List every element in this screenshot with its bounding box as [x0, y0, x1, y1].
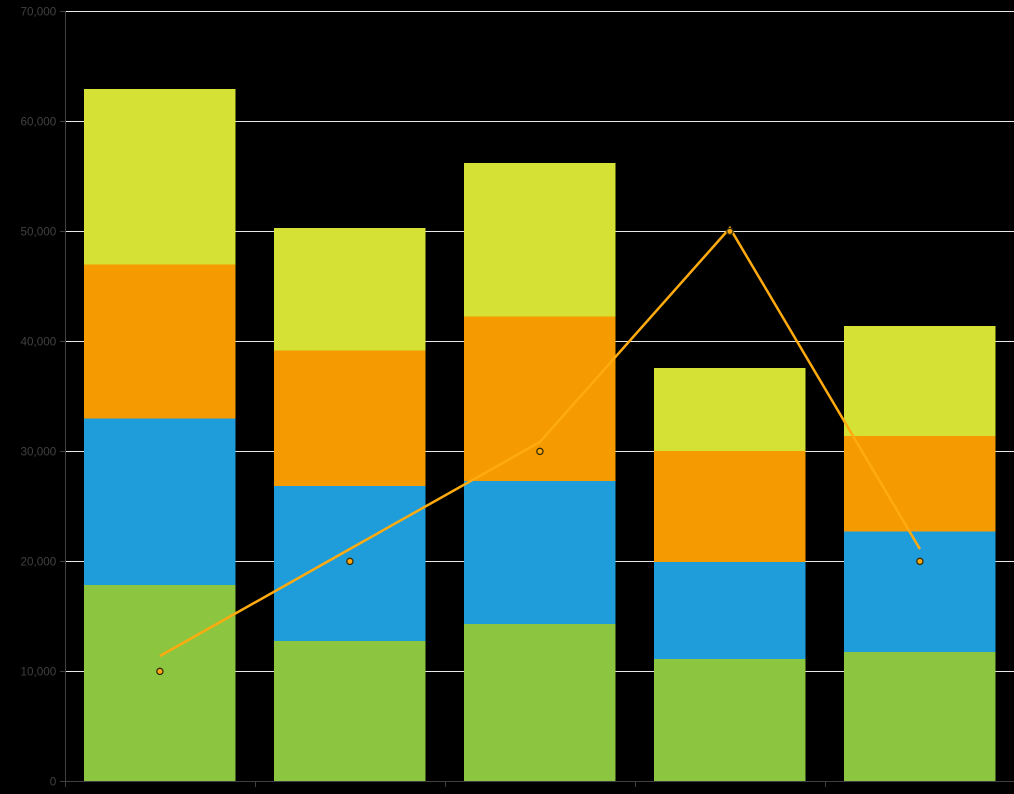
svg-text:30,000: 30,000	[21, 446, 57, 459]
svg-text:40,000: 40,000	[21, 336, 57, 349]
svg-text:50,000: 50,000	[21, 226, 57, 239]
svg-text:0: 0	[50, 776, 57, 789]
svg-text:70,000: 70,000	[21, 6, 57, 19]
svg-text:20,000: 20,000	[21, 556, 57, 569]
svg-text:10,000: 10,000	[21, 666, 57, 679]
svg-text:60,000: 60,000	[21, 116, 57, 129]
